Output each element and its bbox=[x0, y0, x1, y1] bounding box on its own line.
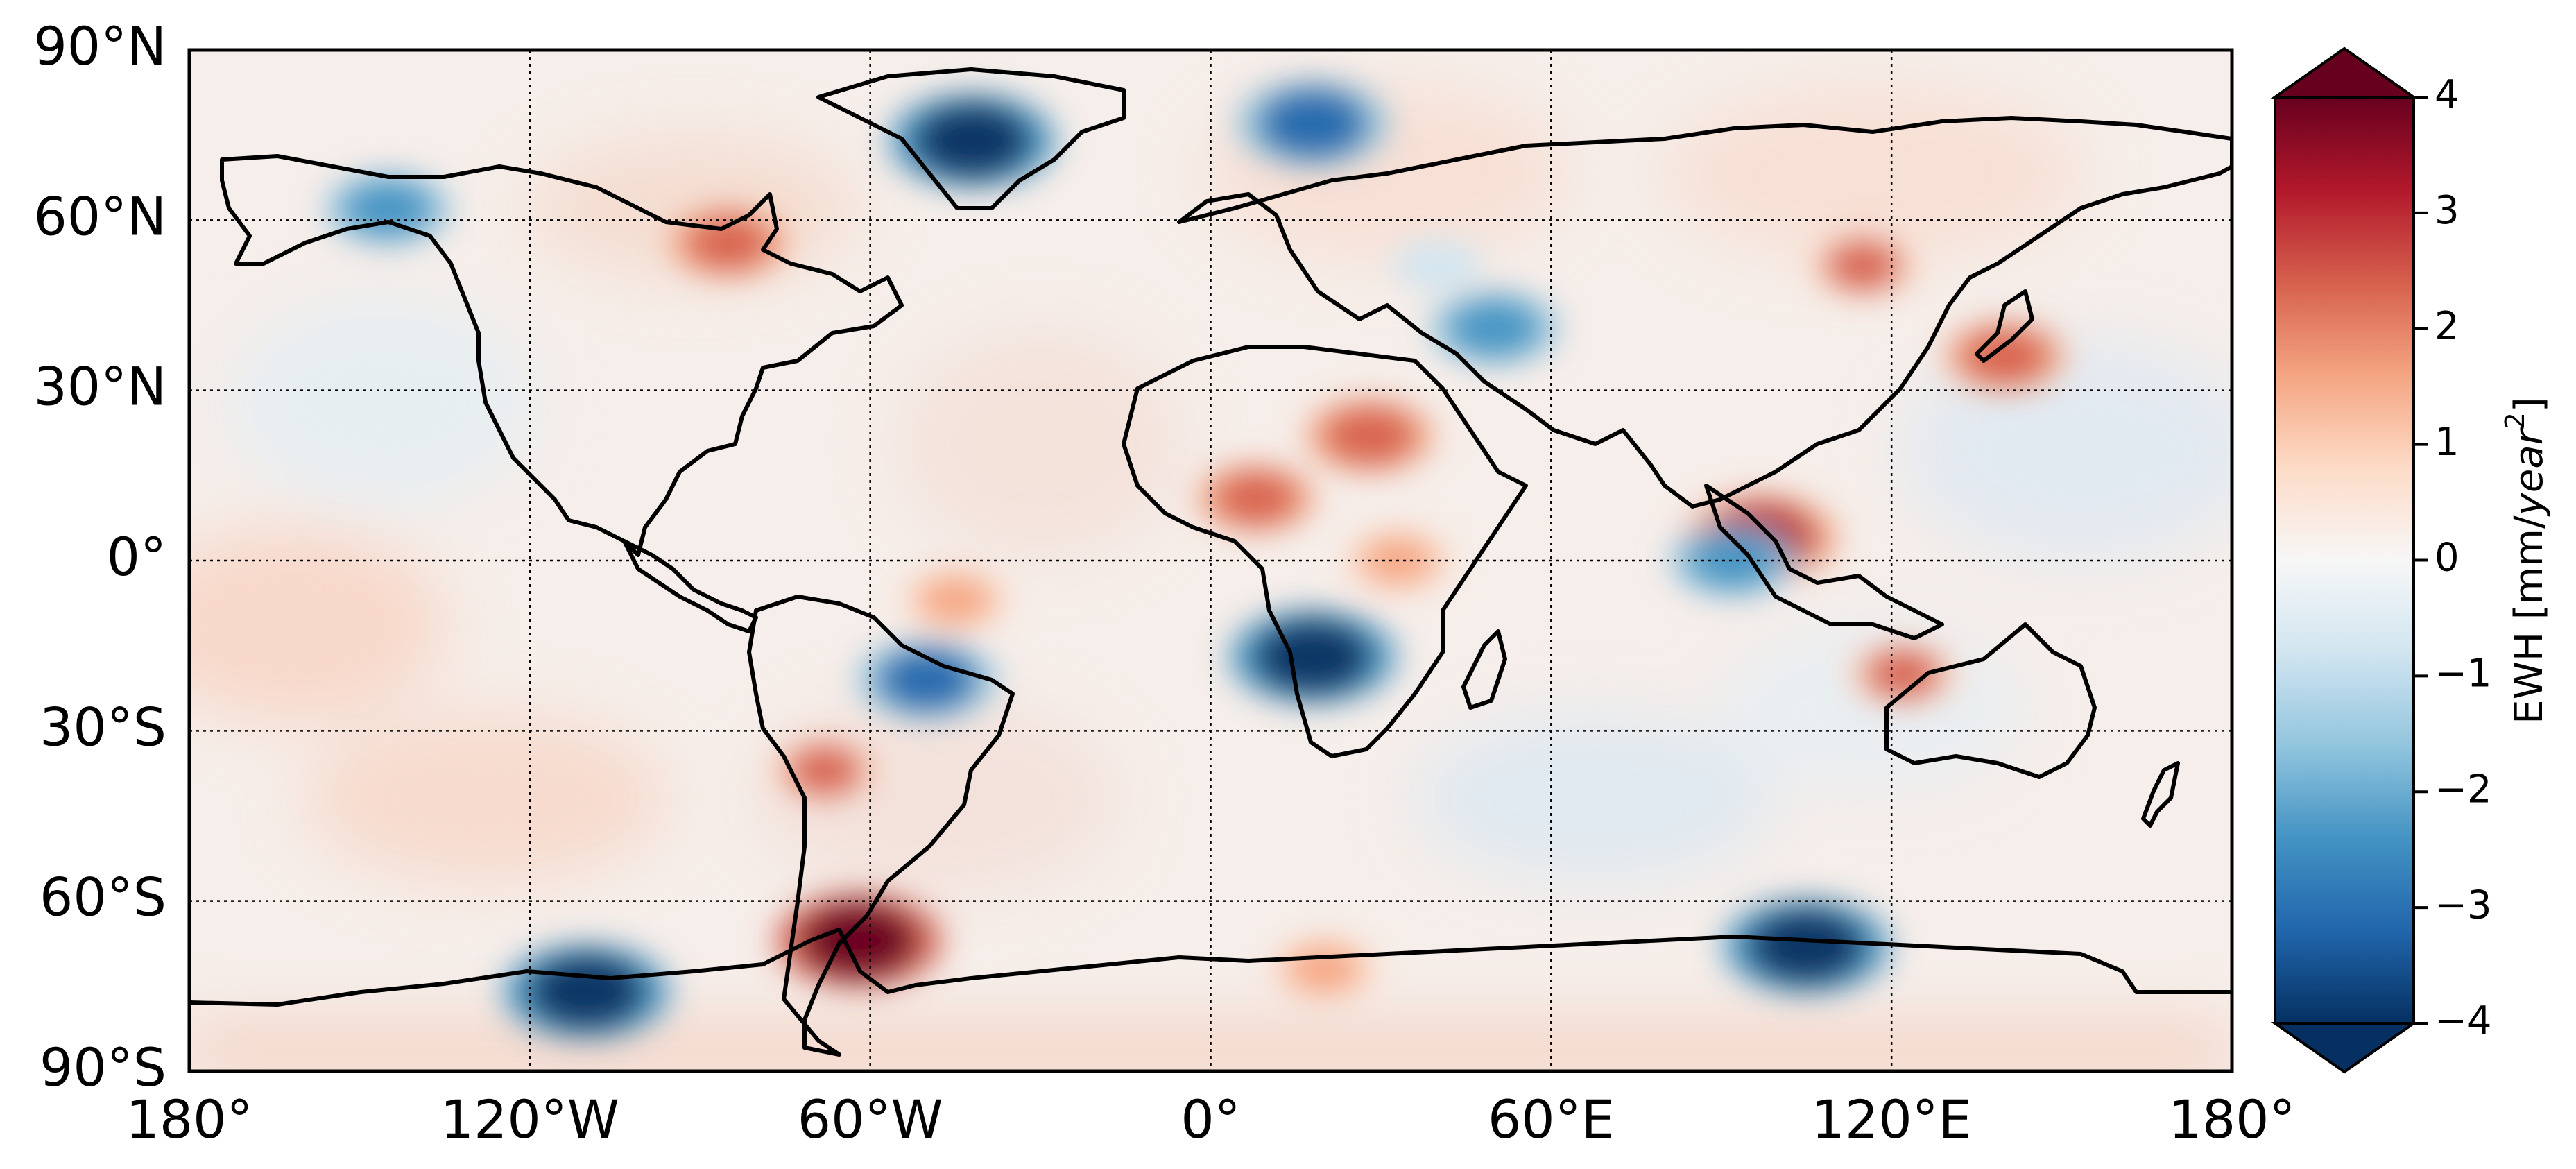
anomaly-blob bbox=[526, 953, 646, 1031]
lon-tick-label: 180° bbox=[126, 1089, 252, 1150]
coast-madagascar bbox=[1461, 629, 1507, 710]
lon-tick-label: 180° bbox=[2168, 1089, 2295, 1150]
coast-antarctica bbox=[189, 928, 2232, 1007]
coast-japan bbox=[1975, 289, 2034, 363]
colorbar-tick-label: −2 bbox=[2435, 767, 2492, 812]
lon-tick-label: 120°W bbox=[440, 1089, 619, 1150]
anomaly-blob bbox=[1405, 244, 1470, 287]
longitude-tick-labels: 180° 120°W 60°W 0° 60°E 120°E 180° bbox=[126, 1089, 2295, 1150]
colorbar-extend-bottom bbox=[2270, 1022, 2419, 1074]
anomaly-blob bbox=[1862, 647, 1943, 701]
anomaly-blob bbox=[1323, 405, 1416, 466]
colorbar-gradient bbox=[2274, 96, 2415, 1025]
anomaly-blob bbox=[1823, 239, 1904, 292]
colorbar-tick-label: 2 bbox=[2435, 304, 2459, 349]
coast-africa bbox=[1122, 345, 1528, 758]
coast-southeast-asia bbox=[1704, 484, 1944, 640]
lat-tick-label: 30°N bbox=[33, 356, 166, 418]
gridlines bbox=[189, 50, 2232, 1071]
colorbar-tick-label: −1 bbox=[2435, 651, 2492, 697]
anomaly-blob bbox=[1961, 327, 2048, 385]
lon-tick-label: 60°W bbox=[798, 1089, 943, 1150]
colorbar-tick-label: −3 bbox=[2435, 882, 2492, 928]
anomaly-blob bbox=[917, 575, 994, 626]
colorbar-tick-label: 1 bbox=[2435, 420, 2459, 465]
lat-tick-label: 90°N bbox=[33, 15, 166, 77]
coast-greenland bbox=[816, 67, 1126, 210]
latitude-tick-labels: 90°N 60°N 30°N 0° 30°S 60°S 90°S bbox=[33, 15, 166, 1098]
coast-australia bbox=[1884, 622, 2097, 779]
anomaly-blob bbox=[1746, 907, 1866, 986]
colorbar-extend-top bbox=[2270, 46, 2419, 99]
coast-eurasia bbox=[1177, 116, 2232, 509]
anomaly-blob bbox=[1448, 298, 1540, 359]
map-frame bbox=[187, 48, 2234, 1073]
colorbar-tick-label: 0 bbox=[2435, 536, 2459, 581]
map-plot-area bbox=[189, 50, 2232, 1071]
colorbar-tick-label: 4 bbox=[2435, 72, 2459, 117]
lat-tick-label: 60°S bbox=[40, 867, 166, 928]
colorbar-ticks: 4 3 2 1 0 −1 −2 −3 −4 bbox=[2414, 72, 2492, 1043]
lon-tick-label: 0° bbox=[1180, 1089, 1240, 1150]
lat-tick-label: 30°S bbox=[40, 696, 166, 758]
coast-south-america bbox=[747, 595, 1015, 1057]
colorbar-title: EWH [mm/year2] bbox=[2500, 397, 2552, 724]
anomaly-blob bbox=[1253, 618, 1373, 697]
anomaly-blob bbox=[912, 101, 1032, 180]
colorbar-tick-label: −4 bbox=[2435, 998, 2492, 1043]
colorbar: 4 3 2 1 0 −1 −2 −3 −4 EWH [mm/year2] bbox=[2270, 46, 2552, 1074]
anomaly-blob bbox=[784, 744, 866, 797]
colorbar-tick-label: 3 bbox=[2435, 188, 2459, 233]
anomaly-blob bbox=[1285, 944, 1363, 995]
anomaly-blob bbox=[1214, 470, 1298, 526]
lat-tick-label: 0° bbox=[107, 526, 166, 588]
lon-tick-label: 60°E bbox=[1488, 1089, 1615, 1150]
lon-tick-label: 120°E bbox=[1812, 1089, 1972, 1150]
anomaly-blob bbox=[1688, 531, 1778, 590]
lat-tick-label: 60°N bbox=[33, 185, 166, 247]
anomaly-blob bbox=[877, 647, 977, 713]
anomaly-blob bbox=[1257, 87, 1368, 160]
lat-tick-label: 90°S bbox=[40, 1036, 166, 1098]
coast-new-zealand bbox=[2141, 761, 2180, 828]
anomaly-blob bbox=[343, 179, 433, 239]
